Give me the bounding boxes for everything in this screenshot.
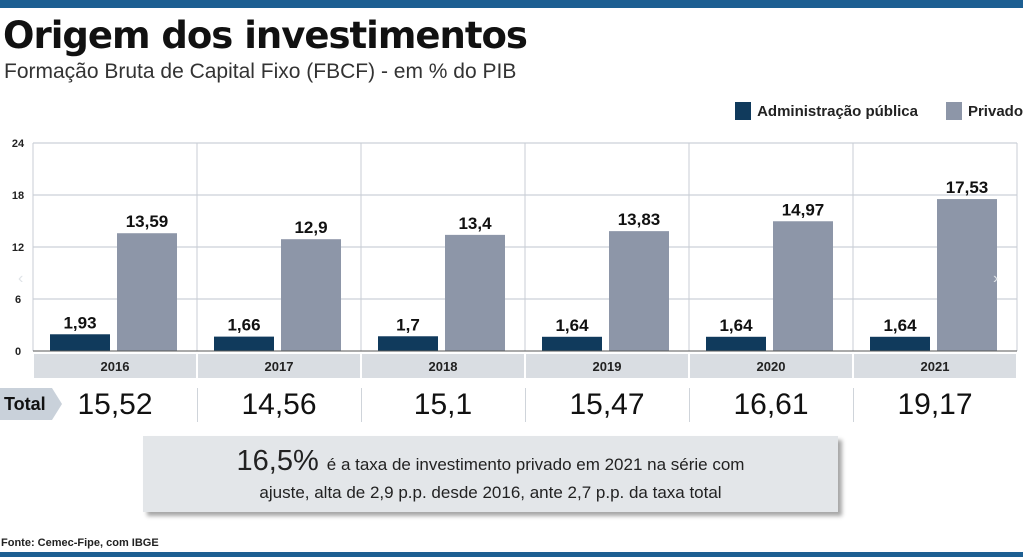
bar-administracao	[542, 336, 602, 351]
total-value: 15,52	[77, 388, 153, 421]
data-label: 12,9	[294, 218, 327, 237]
data-label: 1,64	[555, 316, 589, 335]
x-tick-label: 2018	[429, 359, 458, 374]
total-separator	[689, 388, 690, 422]
y-tick-label: 6	[15, 294, 21, 306]
x-tick-label: 2020	[757, 359, 786, 374]
y-tick-label: 12	[12, 242, 24, 254]
bar-chart: 0 6 12 18 24 1,93 1,66 1,7 1,64 1,64 1,64 13,59 12,9…	[12, 138, 1018, 378]
year-band	[362, 354, 524, 378]
bar-privado	[937, 199, 997, 351]
data-label: 1,7	[396, 315, 420, 334]
legend-label-privado: Privado	[967, 102, 1023, 120]
legend-swatch-administracao	[735, 102, 752, 120]
bar-administracao	[214, 336, 274, 351]
callout-text-1: é a taxa de investimento privado em 2021…	[326, 455, 745, 474]
bar-privado	[609, 231, 669, 351]
x-tick-label: 2016	[101, 359, 130, 374]
bar-administracao	[706, 336, 766, 351]
x-tick-label: 2019	[593, 359, 622, 374]
total-separator	[361, 388, 362, 422]
x-tick-label: 2017	[265, 359, 294, 374]
bar-privado	[281, 239, 341, 351]
chart-title: Origem dos investimentos	[3, 14, 528, 57]
callout-highlight: 16,5%	[236, 445, 319, 477]
data-label: 17,53	[946, 178, 989, 197]
data-label: 13,59	[126, 212, 169, 231]
callout-box: 16,5% é a taxa de investimento privado em…	[143, 436, 838, 512]
year-band	[34, 354, 196, 378]
total-separator	[197, 388, 198, 422]
total-label: Total	[0, 388, 62, 420]
bar-privado	[117, 233, 177, 351]
total-separator	[525, 388, 526, 422]
data-label: 1,64	[719, 316, 753, 335]
total-value: 14,56	[241, 388, 317, 421]
data-label: 1,66	[227, 316, 260, 335]
bar-administracao	[870, 336, 930, 351]
bar-administracao	[50, 334, 110, 351]
legend-label-administracao: Administração pública	[757, 102, 918, 120]
year-band	[526, 354, 688, 378]
bar-privado	[773, 221, 833, 351]
total-value: 15,1	[413, 388, 473, 421]
legend-item-administracao: Administração pública	[735, 102, 918, 120]
y-tick-label: 18	[12, 190, 24, 202]
total-separator	[853, 388, 854, 422]
top-accent-bar	[0, 0, 1023, 8]
source-note: Fonte: Cemec-Fipe, com IBGE	[1, 537, 159, 549]
chevron-right-icon[interactable]: ›	[993, 270, 999, 287]
legend: Administração pública Privado	[707, 102, 1023, 120]
data-label: 14,97	[782, 200, 825, 219]
chart-subtitle: Formação Bruta de Capital Fixo (FBCF) - …	[4, 60, 517, 83]
data-label: 1,64	[883, 316, 917, 335]
year-band	[690, 354, 852, 378]
totals-row: 15,52 14,56 15,1 15,47 16,61 19,17	[33, 384, 1017, 424]
data-label: 13,83	[618, 210, 661, 229]
year-band	[854, 354, 1016, 378]
data-label: 13,4	[458, 214, 492, 233]
bar-privado	[445, 234, 505, 351]
total-value: 19,17	[897, 388, 973, 421]
x-tick-label: 2021	[921, 359, 950, 374]
year-band	[198, 354, 360, 378]
callout-line-1: 16,5% é a taxa de investimento privado em…	[143, 446, 838, 480]
bottom-accent-bar	[0, 552, 1023, 557]
legend-swatch-privado	[945, 102, 962, 120]
total-value: 16,61	[733, 388, 809, 421]
data-label: 1,93	[63, 313, 96, 332]
y-tick-label: 24	[12, 138, 25, 150]
total-value: 15,47	[569, 388, 645, 421]
bar-administracao	[378, 336, 438, 351]
y-tick-label: 0	[15, 346, 21, 358]
chevron-left-icon[interactable]: ‹	[18, 270, 24, 287]
callout-line-2: ajuste, alta de 2,9 p.p. desde 2016, ant…	[259, 483, 722, 502]
legend-item-privado: Privado	[945, 102, 1023, 120]
